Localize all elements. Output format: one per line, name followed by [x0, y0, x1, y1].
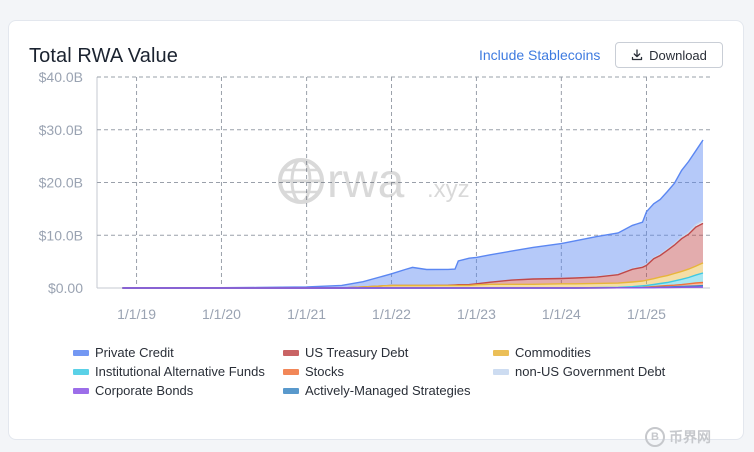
y-tick-label: $0.00 — [48, 280, 83, 296]
x-tick-label: 1/1/25 — [627, 306, 666, 321]
legend-label: Private Credit — [95, 345, 174, 360]
legend-item[interactable]: Stocks — [283, 364, 493, 379]
legend-label: Corporate Bonds — [95, 383, 194, 398]
watermark-suffix: .xyz — [427, 176, 470, 203]
area-private-credit — [122, 140, 703, 288]
legend-item[interactable]: Actively-Managed Strategies — [283, 383, 493, 398]
corner-watermark-text: 币界网 — [669, 429, 711, 445]
legend-swatch — [73, 368, 89, 375]
download-button[interactable]: Download — [615, 42, 723, 68]
area-institutional-alternative-funds — [122, 273, 703, 288]
include-stablecoins-toggle[interactable]: Include Stablecoins — [479, 47, 601, 63]
legend-label: Institutional Alternative Funds — [95, 364, 265, 379]
rwa-value-card: Total RWA Value Include Stablecoins Down… — [8, 20, 745, 447]
watermark-text: rwa — [327, 155, 405, 208]
legend-item[interactable]: US Treasury Debt — [283, 345, 493, 360]
line-private-credit — [122, 139, 704, 289]
chart-title: Total RWA Value — [29, 45, 178, 67]
x-tick-label: 1/1/19 — [117, 306, 156, 321]
legend-label: Stocks — [305, 364, 345, 379]
y-tick-label: $40.0B — [39, 69, 83, 85]
legend-swatch — [493, 368, 509, 375]
x-tick-label: 1/1/23 — [457, 306, 496, 321]
coin-icon: B — [645, 427, 665, 447]
x-tick-label: 1/1/20 — [202, 306, 241, 321]
rwa-watermark-logo: rwa .xyz — [278, 155, 470, 208]
line-corporate-bonds — [122, 286, 704, 289]
chart-areas — [122, 139, 704, 289]
legend-label: Actively-Managed Strategies — [305, 383, 471, 398]
y-tick-label: $20.0B — [39, 175, 83, 191]
legend-label: non-US Government Debt — [515, 364, 666, 379]
legend-item[interactable]: Private Credit — [73, 345, 283, 360]
x-tick-label: 1/1/22 — [372, 306, 411, 321]
legend-item[interactable]: Commodities — [493, 345, 693, 360]
legend-swatch — [283, 349, 299, 356]
chart-legend: Private Credit US Treasury Debt Commoditie… — [73, 345, 693, 398]
x-axis-ticks: 1/1/19 1/1/20 1/1/21 1/1/22 1/1/23 1/1/24 1/1/… — [117, 306, 666, 321]
legend-swatch — [73, 349, 89, 356]
legend-item[interactable]: Corporate Bonds — [73, 383, 283, 398]
download-icon — [631, 49, 643, 61]
legend-label: US Treasury Debt — [305, 345, 409, 360]
y-axis-ticks: $0.00 $10.0B $20.0B $30.0B $40.0B — [39, 69, 84, 296]
x-tick-label: 1/1/24 — [542, 306, 581, 321]
legend-swatch — [283, 387, 299, 394]
legend-item[interactable]: Institutional Alternative Funds — [73, 364, 283, 379]
legend-swatch — [493, 349, 509, 356]
globe-icon — [278, 158, 324, 204]
legend-swatch — [73, 387, 89, 394]
legend-item[interactable]: non-US Government Debt — [493, 364, 693, 379]
y-tick-label: $30.0B — [39, 122, 83, 138]
y-tick-label: $10.0B — [39, 227, 83, 243]
x-tick-label: 1/1/21 — [287, 306, 326, 321]
download-label: Download — [649, 47, 707, 63]
corner-watermark: B 币界网 — [645, 427, 711, 447]
rwa-area-chart[interactable]: $0.00$10.0B$20.0B$30.0B$40.0B 1/1/19 1/1/… — [9, 21, 745, 321]
legend-label: Commodities — [515, 345, 591, 360]
legend-swatch — [283, 368, 299, 375]
